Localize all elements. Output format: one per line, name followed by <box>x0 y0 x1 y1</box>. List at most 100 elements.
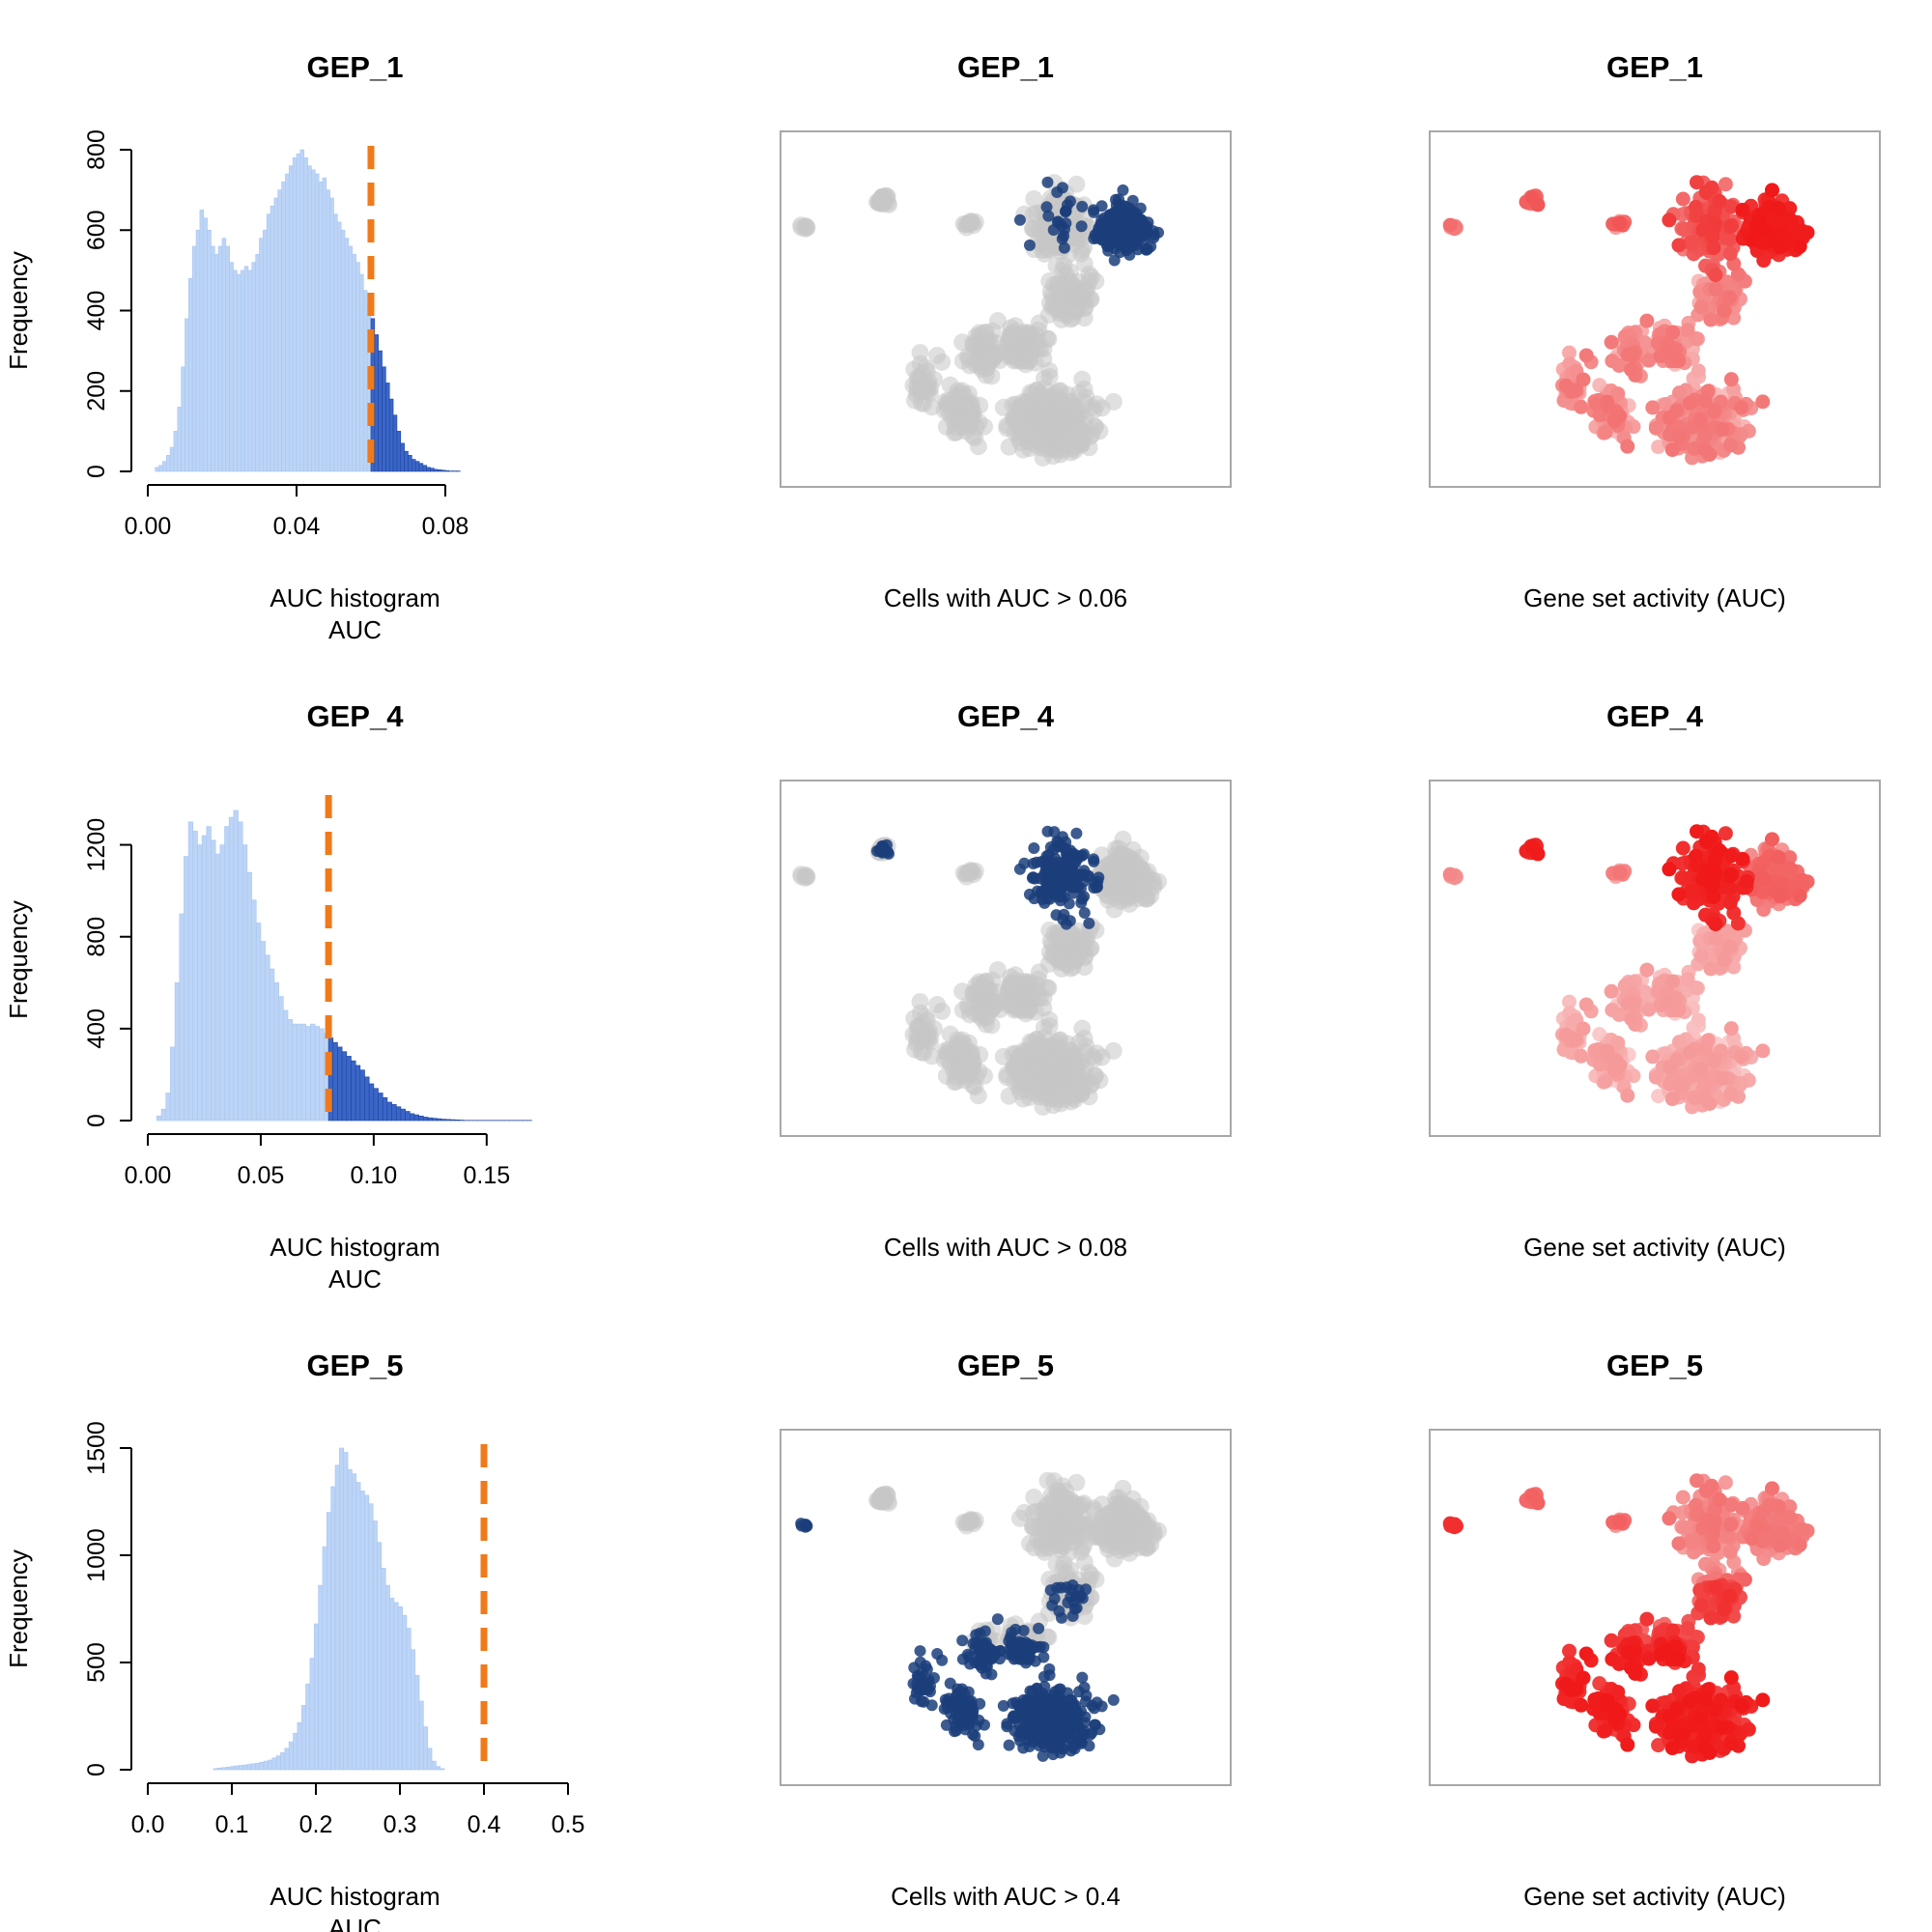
cell-point-selected <box>1038 896 1051 909</box>
histogram-bar <box>332 1041 338 1122</box>
cell-point <box>1706 890 1721 905</box>
cell-point <box>1562 345 1577 360</box>
cell-point-selected <box>1048 826 1061 838</box>
panel-subtitle: Cells with AUC > 0.06 <box>884 583 1127 612</box>
histogram-bar <box>402 1614 408 1771</box>
histogram-bar <box>211 839 216 1122</box>
cell-point <box>1007 1000 1025 1018</box>
cell-point <box>1664 1092 1680 1107</box>
cell-point <box>1697 1042 1713 1058</box>
histogram-bar <box>296 153 301 472</box>
cell-point <box>1033 233 1051 251</box>
histogram-bar <box>440 1768 445 1771</box>
cell-point-selected <box>1055 1581 1067 1594</box>
cell-point-selected <box>1042 210 1055 222</box>
y-tick-label: 800 <box>83 917 110 957</box>
panel-title: GEP_1 <box>957 50 1054 84</box>
histogram-bar <box>385 383 390 472</box>
cell-point-selected <box>1003 1634 1015 1647</box>
histogram-bar <box>277 189 282 472</box>
cell-point-selected <box>1033 1622 1045 1634</box>
cell-point-selected <box>1105 228 1118 241</box>
histogram-bar <box>393 1602 399 1771</box>
cell-point <box>1662 1059 1677 1074</box>
cell-point <box>1136 1538 1154 1556</box>
histogram-bar <box>213 253 219 472</box>
x-axis-label: AUC <box>328 615 382 644</box>
cell-point <box>1558 378 1574 393</box>
cell-point <box>1693 299 1709 315</box>
histogram-bar <box>423 1726 429 1771</box>
histogram-bar <box>378 1093 384 1122</box>
x-tick-label: 0.08 <box>422 513 469 540</box>
cell-point <box>1072 435 1091 453</box>
cell-point <box>1671 385 1687 401</box>
histogram-bar <box>165 1093 171 1122</box>
histogram-bar <box>309 1658 315 1771</box>
histogram-bar <box>250 1763 256 1771</box>
histogram-bar <box>307 165 312 472</box>
histogram-bar <box>334 1464 340 1771</box>
cell-point <box>1028 428 1046 446</box>
cell-point <box>978 330 996 349</box>
cell-point-selected <box>1076 200 1089 213</box>
cell-point <box>1639 962 1655 978</box>
cell-point <box>1707 1053 1722 1068</box>
cell-point <box>1073 370 1092 388</box>
histogram-bar <box>409 1113 415 1122</box>
cell-point-selected <box>1023 239 1036 251</box>
histogram-bar <box>340 229 346 472</box>
histogram-bar <box>225 245 230 472</box>
cell-point-selected <box>1055 1611 1067 1624</box>
histogram-bar <box>240 270 245 472</box>
histogram-bar <box>418 463 424 472</box>
cell-point-selected <box>1114 199 1126 212</box>
histogram-bar <box>229 1766 235 1771</box>
plot-frame <box>780 780 1232 1137</box>
y-tick-label: 1500 <box>83 1421 110 1475</box>
histogram-bar <box>355 1482 361 1771</box>
histogram-bar <box>292 157 298 472</box>
panel-subtitle: Cells with AUC > 0.08 <box>884 1233 1127 1262</box>
histogram-bar <box>160 1108 167 1122</box>
histogram-bar <box>333 213 338 472</box>
cell-point-selected <box>1018 857 1031 869</box>
cell-point <box>1707 404 1722 419</box>
histogram-bar <box>255 1763 261 1771</box>
cell-point <box>1031 339 1049 357</box>
cell-point <box>961 1006 980 1024</box>
histogram-bar <box>265 954 270 1122</box>
cell-point-selected <box>1060 205 1072 217</box>
histogram-bar <box>242 844 248 1122</box>
cell-point <box>1054 261 1072 279</box>
histogram-bar <box>216 1767 222 1771</box>
histogram-bar <box>392 414 398 472</box>
cell-point <box>1722 939 1738 954</box>
plot-frame <box>780 130 1232 488</box>
cell-point-selected <box>1047 223 1060 236</box>
cell-point <box>1708 268 1723 283</box>
histogram-bar <box>195 229 201 472</box>
cell-point-selected <box>1041 176 1054 188</box>
histogram-bar <box>177 407 182 472</box>
histogram-bar <box>418 1700 424 1771</box>
cell-point-selected <box>1019 1657 1032 1669</box>
x-tick-label: 0.4 <box>468 1811 501 1838</box>
cell-point <box>1734 400 1749 415</box>
cell-point-selected <box>1058 230 1070 242</box>
cell-point <box>1792 239 1807 254</box>
histogram-bar <box>339 1447 345 1771</box>
y-tick-label: 400 <box>83 291 110 331</box>
histogram-bar <box>389 1598 395 1771</box>
cell-point <box>1052 950 1070 968</box>
cell-point <box>1092 1515 1110 1533</box>
histogram-bar <box>288 165 294 472</box>
y-tick-label: 0 <box>83 1763 110 1776</box>
cell-point <box>1136 889 1154 907</box>
histogram-bar <box>191 245 197 472</box>
cell-point <box>1697 1091 1713 1106</box>
histogram-bar <box>275 1755 281 1771</box>
histogram-bar <box>158 465 163 472</box>
cell-point <box>1706 241 1721 256</box>
